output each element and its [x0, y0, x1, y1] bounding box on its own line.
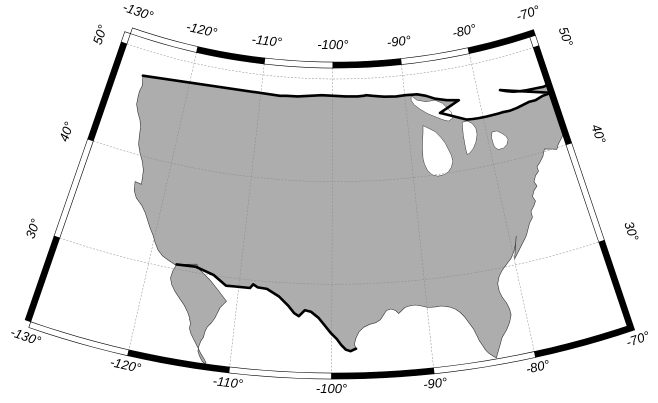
svg-text:-90°: -90° [422, 374, 447, 392]
svg-text:-90°: -90° [386, 32, 411, 50]
svg-text:-100°: -100° [317, 37, 348, 52]
svg-text:-100°: -100° [316, 381, 347, 396]
